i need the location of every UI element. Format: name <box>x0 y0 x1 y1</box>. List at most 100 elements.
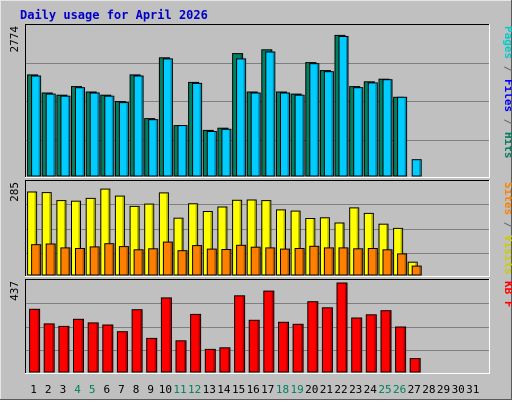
x-tick-label: 5 <box>89 383 96 396</box>
x-tick-label: 26 <box>393 383 406 396</box>
kbytes-bar-shade <box>271 291 274 372</box>
x-tick-label: 12 <box>188 383 201 396</box>
sites-bar-shade <box>67 248 70 275</box>
x-tick-label: 21 <box>320 383 333 396</box>
kbytes-bar <box>116 331 128 373</box>
kbytes-bar-shade <box>140 310 142 372</box>
sites-bar-shade <box>243 245 246 275</box>
kbytes-bar <box>321 307 333 373</box>
kbytes-bar <box>58 325 70 373</box>
sites-bar-shade <box>360 249 363 275</box>
kbytes-bar-shade <box>315 302 318 372</box>
kbytes-bar <box>365 314 377 373</box>
x-tick-label: 31 <box>466 383 479 396</box>
series-label-part: / <box>502 215 512 235</box>
kbytes-bar <box>219 347 231 373</box>
panel-2: 285 Sites / Visits <box>8 180 512 277</box>
sites-bar <box>206 248 217 276</box>
kbytes-bar <box>160 297 172 373</box>
kbytes-bar-shade <box>301 324 303 372</box>
kbytes-bar-shade <box>286 322 288 372</box>
x-tick-label: 24 <box>364 383 378 396</box>
files-bar <box>75 87 85 177</box>
kbytes-bar <box>248 319 260 373</box>
files-bar <box>382 79 393 177</box>
kbytes-bar-shade <box>257 320 259 372</box>
kbytes-bar-shade <box>198 314 201 372</box>
files-bar-shade <box>111 96 114 176</box>
files-bar <box>118 102 129 177</box>
x-tick-label: 1 <box>30 383 37 396</box>
kbytes-bar-shade <box>37 309 40 372</box>
files-bar <box>265 51 276 177</box>
kbytes-bar-shade <box>389 311 391 372</box>
sites-bar <box>75 248 85 276</box>
sites-bar <box>162 241 173 276</box>
kbytes-bar-shade <box>374 315 376 372</box>
kbytes-bar <box>87 322 99 373</box>
sites-bar <box>250 246 261 276</box>
visits-bar-shade <box>210 212 212 275</box>
sites-bar <box>265 247 276 276</box>
series-label-part: Pages <box>502 26 512 59</box>
series-label-part: / <box>502 59 512 79</box>
sites-bar-shade <box>170 242 172 275</box>
files-bar-shade <box>82 88 84 176</box>
panel-3: 437 KB F <box>8 279 512 374</box>
files-bar <box>206 131 217 177</box>
x-tick-label: 8 <box>133 383 140 396</box>
files-bar-shade <box>404 97 407 176</box>
sites-bar <box>104 243 115 276</box>
sites-bar <box>338 247 349 276</box>
kbytes-bar <box>146 337 158 373</box>
files-bar-shade <box>53 94 55 176</box>
kbytes-bar-shade <box>96 323 98 372</box>
files-bar-shade <box>170 59 172 176</box>
sites-bar-shade <box>287 249 289 275</box>
max-label-kbytes: 437 <box>8 281 21 301</box>
x-tick-label: 15 <box>232 383 245 396</box>
kbytes-bar <box>43 323 55 373</box>
visits-bar-shade <box>107 189 110 275</box>
sites-bar-shade <box>199 246 202 275</box>
x-tick-label: 14 <box>217 383 231 396</box>
visits-bar-shade <box>34 192 37 275</box>
x-tick-label: 16 <box>247 383 260 396</box>
kbytes-bar-shade <box>110 325 113 372</box>
files-bar <box>148 119 159 177</box>
sites-bar-shade <box>228 250 231 275</box>
x-tick-label: 20 <box>305 383 318 396</box>
files-bar <box>280 92 290 177</box>
sites-bar <box>118 246 129 276</box>
kbytes-bar-shade <box>242 296 245 372</box>
kbytes-bar-shade <box>213 349 215 372</box>
x-tick-label: 11 <box>173 383 186 396</box>
sites-bar <box>367 248 378 276</box>
sites-bar <box>411 265 422 276</box>
visits-bar-shade <box>63 201 66 275</box>
sites-bar <box>280 248 290 276</box>
x-tick-label: 7 <box>118 383 125 396</box>
visits-bar-shade <box>239 200 242 275</box>
kbytes-bar-shade <box>81 319 83 372</box>
kbytes-bar <box>29 308 41 373</box>
series-label: KB F <box>502 281 512 308</box>
files-bar <box>294 94 305 177</box>
files-bar-shade <box>272 52 275 176</box>
kbytes-bar <box>73 318 84 373</box>
files-bar-shade <box>38 76 41 176</box>
files-bar <box>250 92 261 177</box>
visits-bar-shade <box>327 218 329 275</box>
visits-bar-shade <box>254 200 256 275</box>
kbytes-bar <box>351 317 363 373</box>
kbytes-bar <box>190 313 202 373</box>
files-bar <box>411 159 422 177</box>
files-bar <box>31 75 42 177</box>
files-bar <box>323 71 334 177</box>
sites-bar <box>323 247 334 276</box>
x-tick-label: 19 <box>290 383 303 396</box>
x-tick-label: 25 <box>378 383 391 396</box>
files-bar <box>45 93 56 177</box>
files-bar-shade <box>141 76 143 176</box>
